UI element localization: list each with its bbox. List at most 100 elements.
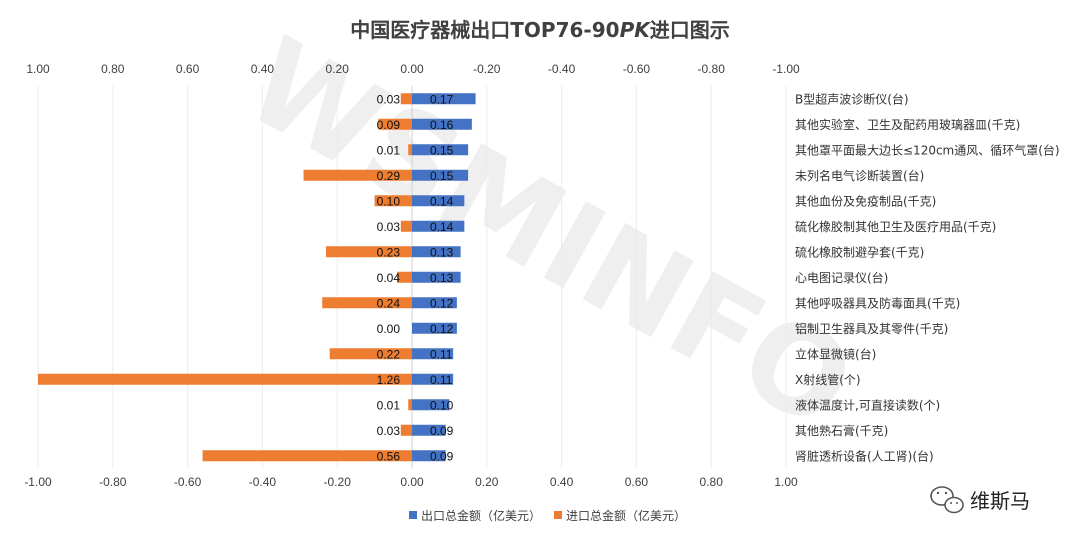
import-data-label: 0.10 <box>377 194 401 208</box>
export-bar <box>412 373 454 385</box>
top-tick-label: -1.00 <box>772 62 800 76</box>
category-label: 其他实验室、卫生及配药用玻璃器皿(千克) <box>795 117 1020 132</box>
import-bar <box>325 246 412 258</box>
brand-badge: 维斯马 <box>930 486 1030 514</box>
top-tick-label: 0.40 <box>251 62 275 76</box>
import-data-label: 0.22 <box>377 347 401 361</box>
bottom-axis: -1.00 -0.80 -0.60 -0.40 -0.20 0.00 0.20 0.40 0.6… <box>24 475 798 489</box>
export-data-label: 0.15 <box>430 169 454 183</box>
export-bar <box>412 322 457 334</box>
bottom-tick-label: 1.00 <box>774 475 798 489</box>
import-bar <box>303 169 412 181</box>
top-tick-label: 0.00 <box>400 62 424 76</box>
category-label: 硫化橡胶制其他卫生及医疗用品(千克) <box>795 219 996 234</box>
top-axis: 1.00 0.80 0.60 0.40 0.20 0.00 -0.20 -0.40 -0.60 -… <box>26 62 800 76</box>
legend: 出口总金额（亿美元） 进口总金额（亿美元） <box>409 508 686 523</box>
category-label: 铝制卫生器具及其零件(千克) <box>795 321 948 336</box>
export-data-label: 0.12 <box>430 296 454 310</box>
bottom-tick-label: -0.60 <box>174 475 202 489</box>
category-label: 其他熟石膏(千克) <box>795 423 888 438</box>
export-bar <box>412 195 465 207</box>
category-label: 立体显微镜(台) <box>795 346 876 361</box>
import-data-label: 0.56 <box>377 449 401 463</box>
export-bar <box>412 348 454 360</box>
chart-title-pk: PK <box>620 18 652 42</box>
bottom-tick-label: 0.80 <box>700 475 724 489</box>
import-bar <box>322 297 412 309</box>
chart-title-prefix: 中国医疗器械出口TOP76-90 <box>350 18 619 42</box>
export-data-label: 0.09 <box>430 449 454 463</box>
wechat-icon <box>930 486 964 514</box>
category-label: 肾脏透析设备(人工肾)(台) <box>795 448 934 463</box>
import-data-label: 0.03 <box>377 220 401 234</box>
export-bar <box>412 169 469 181</box>
import-data-label: 0.23 <box>377 245 401 259</box>
top-tick-label: -0.40 <box>548 62 576 76</box>
import-bar <box>202 450 412 462</box>
top-tick-label: -0.80 <box>698 62 726 76</box>
import-data-label: 0.03 <box>377 424 401 438</box>
bottom-tick-label: 0.60 <box>625 475 649 489</box>
import-data-label: 0.00 <box>377 322 401 336</box>
top-tick-label: -0.20 <box>473 62 501 76</box>
category-label: 硫化橡胶制避孕套(千克) <box>795 244 924 259</box>
category-label: 液体温度计,可直接读数(个) <box>795 397 940 412</box>
watermark: WSMINFO <box>224 12 875 457</box>
export-data-label: 0.10 <box>430 398 454 412</box>
category-label: 其他血份及免疫制品(千克) <box>795 193 936 208</box>
import-data-label: 0.01 <box>377 143 401 157</box>
category-label: 心电图记录仪(台) <box>795 270 888 285</box>
category-label: 其他呼吸器具及防毒面具(千克) <box>795 295 960 310</box>
export-data-label: 0.13 <box>430 245 454 259</box>
chart-title-suffix: 进口图示 <box>650 18 730 42</box>
category-label: 未列名电气诊断装置(台) <box>795 168 924 183</box>
export-data-label: 0.13 <box>430 271 454 285</box>
import-bar <box>400 220 412 232</box>
top-tick-label: 0.20 <box>326 62 350 76</box>
export-bar <box>412 118 472 130</box>
export-data-label: 0.11 <box>430 373 453 387</box>
top-tick-label: 0.80 <box>101 62 125 76</box>
export-data-label: 0.09 <box>430 424 454 438</box>
category-label: 其他罩平面最大边长≤120cm通风、循环气罩(台) <box>795 142 1060 157</box>
export-data-label: 0.14 <box>430 194 454 208</box>
import-data-label: 1.26 <box>377 373 401 387</box>
import-bar <box>408 144 412 156</box>
category-label: B型超声波诊断仪(台) <box>795 91 909 106</box>
import-data-label: 0.29 <box>377 169 401 183</box>
import-bar <box>397 271 412 283</box>
export-data-label: 0.12 <box>430 322 454 336</box>
export-bar <box>412 399 450 411</box>
bottom-tick-label: -0.20 <box>324 475 352 489</box>
import-bar <box>374 195 412 207</box>
bottom-tick-label: -1.00 <box>24 475 52 489</box>
bottom-tick-label: -0.40 <box>249 475 277 489</box>
import-bar <box>408 399 412 411</box>
export-data-label: 0.15 <box>430 143 454 157</box>
export-bar <box>412 450 446 462</box>
brand-name: 维斯马 <box>970 489 1030 513</box>
bottom-tick-label: 0.20 <box>475 475 499 489</box>
import-bar <box>38 373 412 385</box>
import-data-label: 0.01 <box>377 398 401 412</box>
export-bar <box>412 144 469 156</box>
export-bar <box>412 220 465 232</box>
import-bar <box>329 348 412 360</box>
export-bar <box>412 297 457 309</box>
import-data-label: 0.04 <box>377 271 401 285</box>
import-data-label: 0.03 <box>377 92 401 106</box>
top-tick-label: -0.60 <box>623 62 651 76</box>
legend-label-export: 出口总金额（亿美元） <box>421 508 541 523</box>
export-bar <box>412 271 461 283</box>
legend-label-import: 进口总金额（亿美元） <box>566 508 686 523</box>
import-bar <box>400 424 412 436</box>
import-data-label: 0.24 <box>377 296 401 310</box>
export-data-label: 0.11 <box>430 347 453 361</box>
export-bar <box>412 424 446 436</box>
bars <box>38 93 476 462</box>
export-bar <box>412 93 476 105</box>
legend-swatch-export <box>409 511 417 519</box>
top-tick-label: 1.00 <box>26 62 50 76</box>
export-data-label: 0.14 <box>430 220 454 234</box>
